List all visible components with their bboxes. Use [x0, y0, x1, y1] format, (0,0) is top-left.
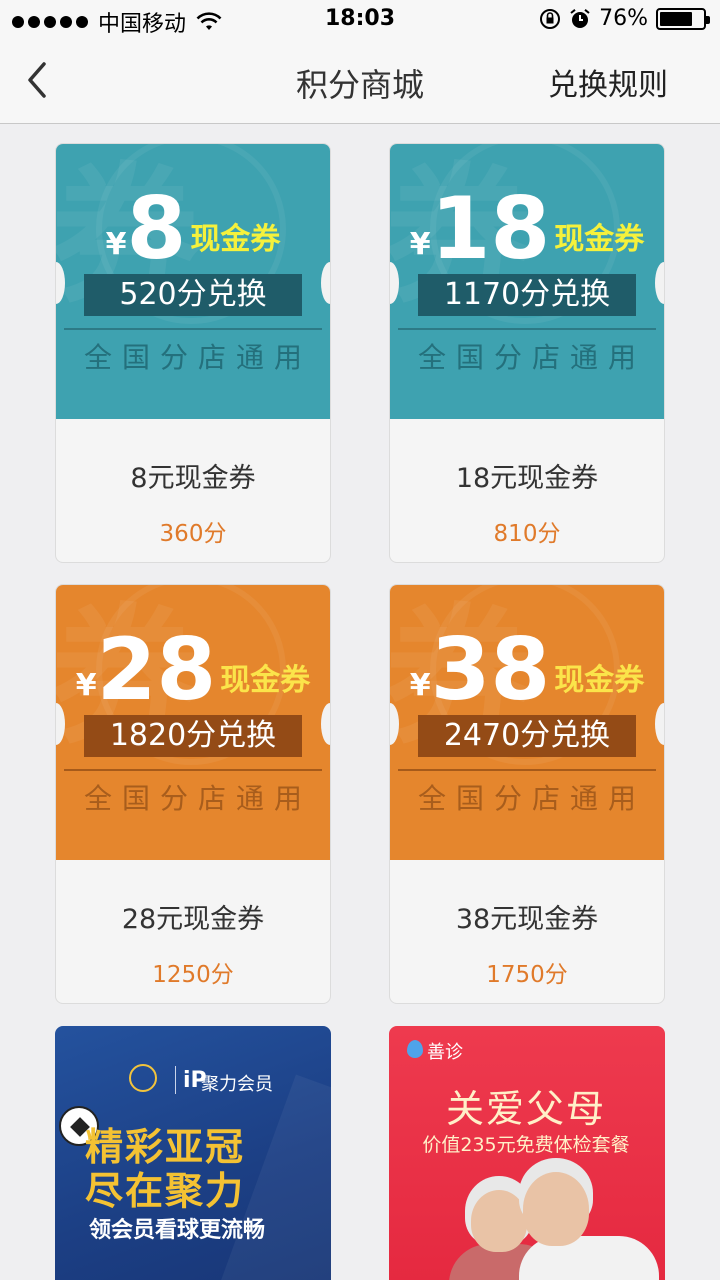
coupon-banner: 券 ¥18 现金券 1170分兑换 全国分店通用 [390, 144, 664, 419]
yen-symbol: ¥ [105, 227, 127, 262]
coupon-amount: 28 [96, 620, 217, 720]
rotation-lock-icon [540, 8, 561, 29]
nav-bar: 积分商城 兑换规则 [0, 40, 720, 124]
signal-dots-icon [12, 16, 88, 28]
coupon-divider [398, 769, 656, 771]
coupon-exchange-label: 520分兑换 [84, 274, 302, 316]
promo-subline: 领会员看球更流畅 [89, 1218, 266, 1243]
product-points: 1750分 [486, 962, 568, 988]
coupon-notch [390, 703, 399, 745]
shanzhen-logo-icon [407, 1040, 423, 1058]
coupon-notch [321, 703, 330, 745]
coupon-usage-note: 全国分店通用 [83, 341, 312, 374]
coupon-divider [64, 769, 322, 771]
product-points: 810分 [493, 521, 561, 547]
coupon-label: 现金券 [190, 222, 281, 257]
coupon-amount-row: ¥8 现金券 [56, 186, 330, 276]
coupon-amount: 18 [430, 179, 551, 279]
status-time: 18:03 [324, 6, 396, 31]
coupon-banner: 券 ¥38 现金券 2470分兑换 全国分店通用 [390, 585, 664, 860]
coupon-amount-row: ¥28 现金券 [56, 627, 330, 717]
afc-champions-league-logo [129, 1064, 157, 1092]
coupon-usage-note: 全国分店通用 [417, 341, 646, 374]
coupon-amount-row: ¥18 现金券 [390, 186, 664, 276]
product-card[interactable]: 券 ¥8 现金券 520分兑换 全国分店通用 8元现金券 360分 [55, 143, 331, 563]
football-icon [59, 1106, 99, 1146]
promo-football-banner[interactable]: iP 聚力会员 精彩亚冠 尽在聚力 领会员看球更流畅 [55, 1026, 331, 1280]
pptv-logo-icon: iP [183, 1068, 207, 1093]
coupon-notch [655, 262, 664, 304]
coupon-notch [321, 262, 330, 304]
product-points: 360分 [159, 521, 227, 547]
coupon-amount: 38 [430, 620, 551, 720]
coupon-notch [56, 262, 65, 304]
page-title: 积分商城 [295, 66, 424, 104]
yen-symbol: ¥ [409, 227, 431, 262]
product-name: 38元现金券 [455, 904, 599, 935]
status-right: 76% [539, 6, 710, 31]
wifi-icon [196, 12, 222, 30]
product-points: 1250分 [152, 962, 234, 988]
product-card[interactable]: 券 ¥18 现金券 1170分兑换 全国分店通用 18元现金券 810分 [389, 143, 665, 563]
promo-title: 关爱父母 [445, 1087, 606, 1131]
coupon-divider [398, 328, 656, 330]
promo-subtitle: 价值235元免费体检套餐 [422, 1134, 630, 1156]
coupon-exchange-label: 1820分兑换 [84, 715, 302, 757]
coupon-amount: 8 [126, 179, 187, 279]
yen-symbol: ¥ [75, 668, 97, 703]
battery-percent: 76% [599, 6, 648, 31]
coupon-usage-note: 全国分店通用 [417, 782, 646, 815]
promo-headline-2: 尽在聚力 [85, 1169, 246, 1213]
status-bar: 中国移动 18:03 76% [0, 0, 720, 40]
coupon-usage-note: 全国分店通用 [83, 782, 312, 815]
status-left: 中国移动 [12, 6, 222, 38]
product-card[interactable]: 券 ¥38 现金券 2470分兑换 全国分店通用 38元现金券 1750分 [389, 584, 665, 1004]
carrier-label: 中国移动 [98, 12, 187, 37]
exchange-rules-link[interactable]: 兑换规则 [548, 68, 668, 103]
coupon-notch [655, 703, 664, 745]
coupon-label: 现金券 [554, 663, 645, 698]
coupon-exchange-label: 2470分兑换 [418, 715, 636, 757]
yen-symbol: ¥ [409, 668, 431, 703]
chevron-left-icon[interactable] [18, 58, 62, 102]
coupon-exchange-label: 1170分兑换 [418, 274, 636, 316]
promo-health-banner[interactable]: 善诊 关爱父母 价值235元免费体检套餐 [389, 1026, 665, 1280]
coupon-label: 现金券 [220, 663, 311, 698]
promo-brand: 聚力会员 [201, 1074, 273, 1095]
promo-brand: 善诊 [427, 1042, 463, 1063]
product-name: 8元现金券 [130, 463, 256, 494]
coupon-notch [390, 262, 399, 304]
coupon-banner: 券 ¥28 现金券 1820分兑换 全国分店通用 [56, 585, 330, 860]
coupon-amount-row: ¥38 现金券 [390, 627, 664, 717]
promo-headline-1: 精彩亚冠 [85, 1125, 246, 1169]
product-name: 18元现金券 [455, 463, 599, 494]
battery-icon [656, 7, 710, 30]
alarm-icon [570, 8, 590, 28]
product-card[interactable]: 券 ¥28 现金券 1820分兑换 全国分店通用 28元现金券 1250分 [55, 584, 331, 1004]
coupon-divider [64, 328, 322, 330]
battery-fill [660, 11, 692, 26]
coupon-banner: 券 ¥8 现金券 520分兑换 全国分店通用 [56, 144, 330, 419]
product-name: 28元现金券 [121, 904, 265, 935]
coupon-notch [56, 703, 65, 745]
coupon-label: 现金券 [554, 222, 645, 257]
